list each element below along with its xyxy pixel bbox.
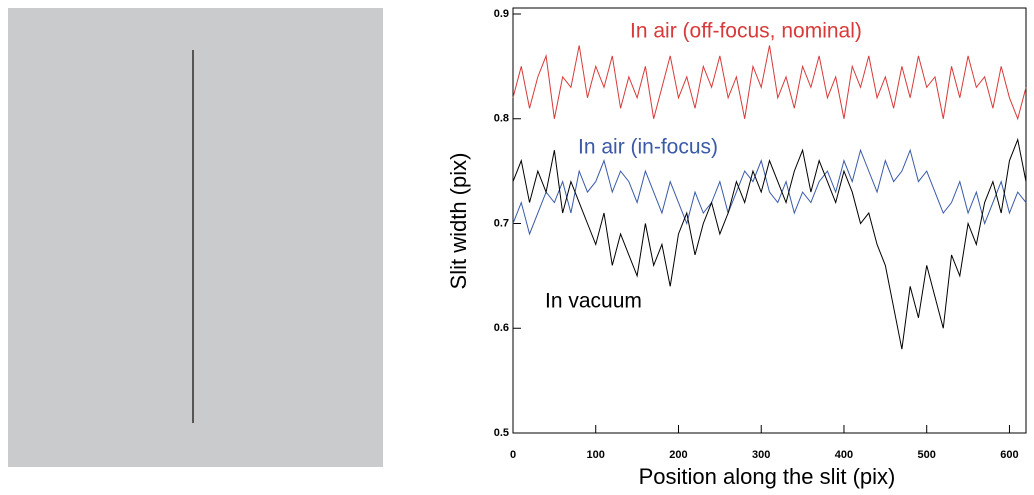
x-axis-title: Position along the slit (pix)	[639, 464, 896, 489]
series-line	[512, 137, 1027, 350]
x-tick-label: 500	[918, 449, 936, 461]
series-label: In air (in-focus)	[578, 136, 718, 159]
series-line	[512, 148, 1027, 236]
x-tick-label: 600	[1000, 449, 1018, 461]
slit-image	[8, 8, 383, 467]
y-tick-label: 0.7	[494, 217, 509, 229]
x-tick-label: 0	[510, 449, 516, 461]
y-tick-label: 0.5	[494, 427, 509, 439]
y-axis-title: Slit width (pix)	[446, 153, 471, 290]
y-tick-label: 0.6	[494, 322, 509, 334]
y-tick-label: 0.8	[494, 113, 509, 125]
x-tick-label: 100	[587, 449, 605, 461]
series-label: In air (off-focus, nominal)	[630, 20, 862, 43]
series-label: In vacuum	[545, 290, 642, 313]
series-line	[512, 45, 1027, 121]
x-tick-label: 300	[752, 449, 770, 461]
plot-frame	[512, 7, 1027, 434]
x-tick-label: 400	[835, 449, 853, 461]
y-tick-label: 0.9	[494, 8, 509, 20]
x-tick-label: 200	[669, 449, 687, 461]
